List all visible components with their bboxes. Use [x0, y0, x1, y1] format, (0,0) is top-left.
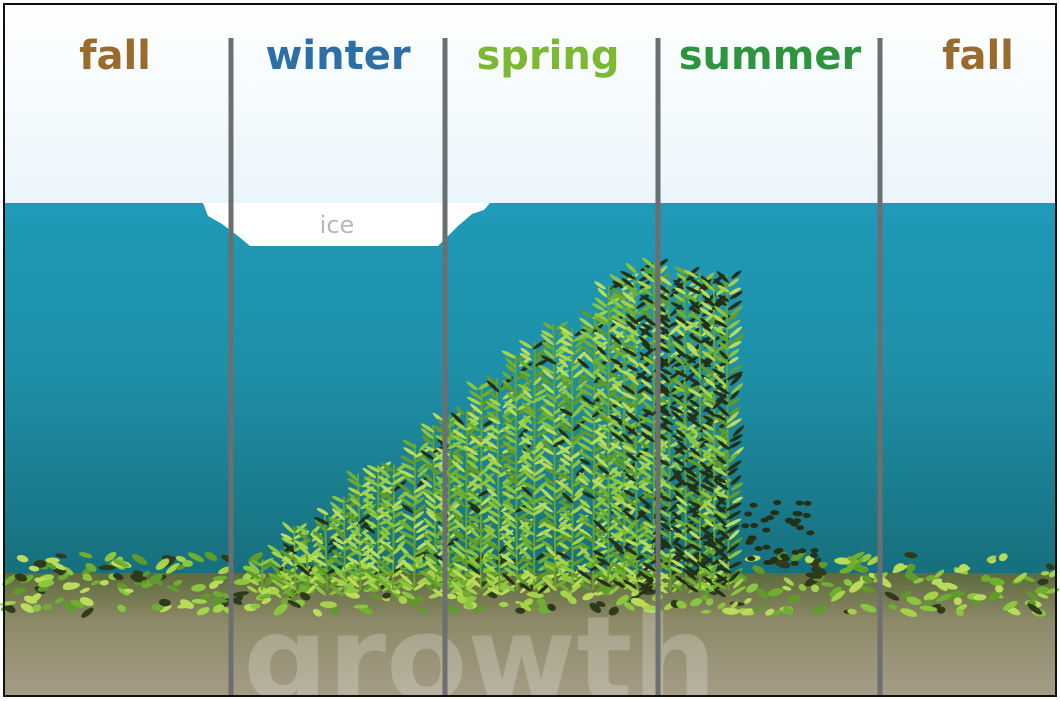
leaf [773, 549, 781, 554]
leaf [770, 557, 778, 562]
leaf [811, 548, 819, 553]
leaf [750, 523, 758, 528]
stem [608, 285, 609, 590]
leaf [761, 518, 769, 523]
season-label: fall [942, 33, 1014, 79]
leaf [749, 536, 757, 541]
leaf [755, 546, 763, 551]
leaf [780, 554, 788, 559]
growth-diagram: ice growth fall winter spring summer fal… [0, 0, 1060, 701]
leaf [796, 525, 804, 530]
leaf [804, 501, 812, 506]
leaf [773, 500, 781, 505]
leaf [803, 513, 811, 518]
stem [294, 526, 295, 590]
leaf [793, 511, 801, 516]
season-label: winter [265, 33, 410, 79]
leaf [785, 518, 793, 523]
leaf [791, 561, 799, 566]
leaf [810, 553, 818, 558]
leaf [741, 523, 749, 528]
leaf [806, 530, 814, 535]
leaf [744, 512, 752, 517]
leaf [745, 540, 753, 545]
leaf [796, 500, 804, 505]
leaf [749, 503, 757, 508]
leaf [771, 510, 779, 515]
water [4, 203, 1056, 573]
leaf [747, 556, 755, 561]
leaf [792, 550, 800, 555]
ice-label: ice [320, 211, 355, 239]
leaf [763, 545, 771, 550]
season-label: fall [79, 33, 151, 79]
leaf [793, 518, 801, 523]
watermark: growth [243, 590, 716, 701]
leaf [762, 528, 770, 533]
season-label: summer [679, 33, 862, 79]
season-label: spring [477, 33, 620, 79]
stem [534, 342, 535, 590]
